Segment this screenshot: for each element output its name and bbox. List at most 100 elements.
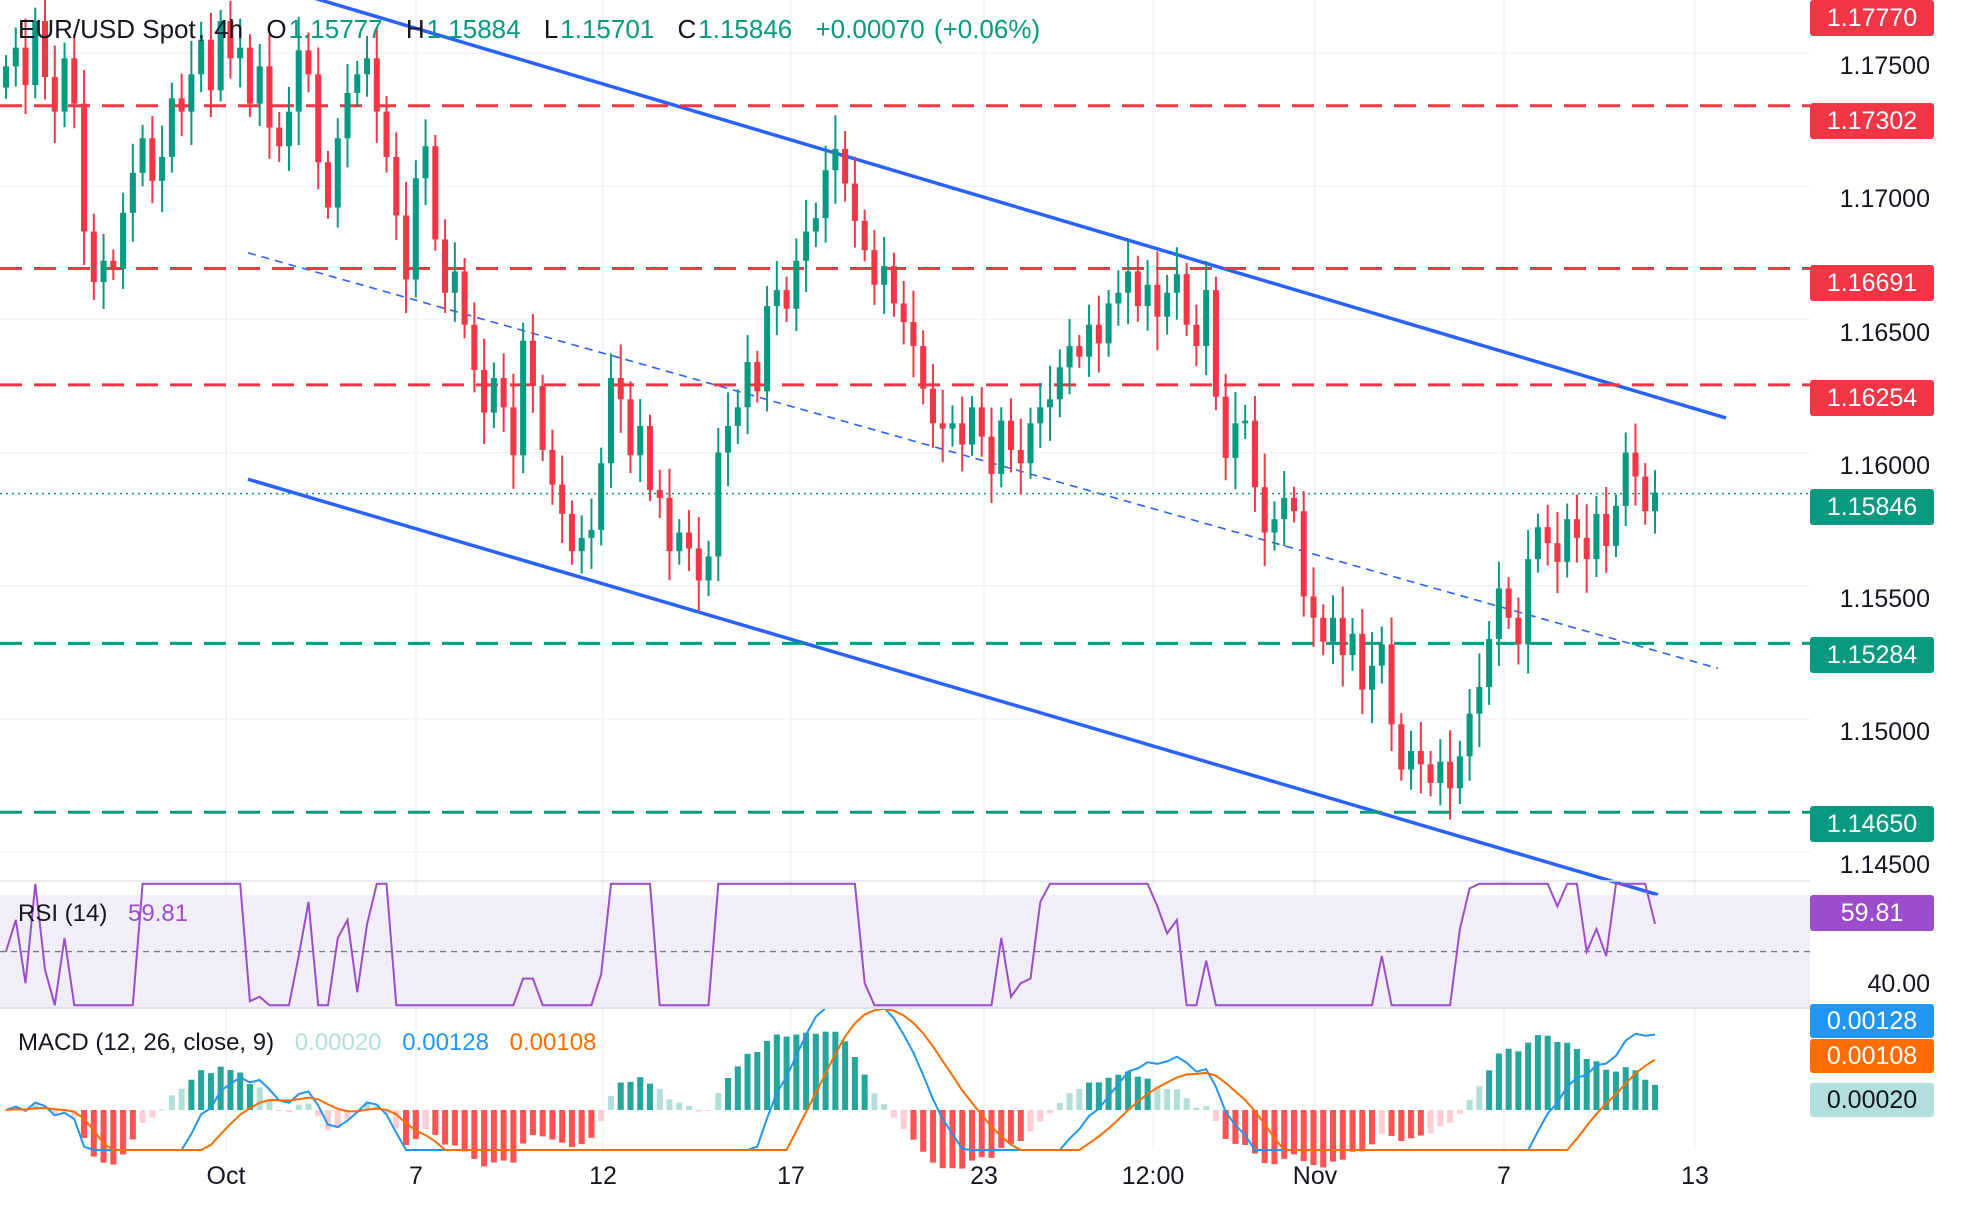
- candle-body: [939, 423, 946, 429]
- macd-label: MACD (12, 26, close, 9): [18, 1029, 275, 1056]
- candle-body: [1554, 543, 1561, 562]
- macd-histogram-bar: [1017, 1110, 1024, 1141]
- candle-body: [110, 260, 117, 269]
- candle-body: [481, 370, 488, 413]
- time-tick: 7: [1497, 1162, 1511, 1190]
- candle-body: [139, 138, 146, 173]
- macd-histogram-bar: [598, 1110, 605, 1122]
- candle-body: [1251, 420, 1258, 488]
- price-tick: 1.16500: [1839, 319, 1930, 347]
- candle-body: [725, 425, 732, 453]
- candle-body: [510, 407, 517, 456]
- macd-histogram-bar: [305, 1103, 312, 1110]
- candle-body: [178, 98, 185, 112]
- candle-body: [1203, 290, 1210, 347]
- macd-histogram-bar: [1320, 1110, 1327, 1168]
- candle-body: [90, 231, 97, 283]
- macd-histogram-bar: [363, 1102, 371, 1110]
- candle-body: [61, 58, 68, 112]
- current-price-tag: 1.15846: [1810, 489, 1934, 525]
- macd-histogram-bar: [139, 1110, 146, 1123]
- macd-histogram-bar: [734, 1066, 741, 1110]
- macd-histogram-bar: [764, 1040, 771, 1110]
- macd-histogram-bar: [871, 1093, 878, 1110]
- level-tag-resistance: 1.16691: [1810, 265, 1934, 301]
- macd-histogram-bar: [1583, 1059, 1590, 1110]
- time-tick: 23: [970, 1162, 998, 1190]
- rsi-header[interactable]: RSI (14) 59.81: [18, 900, 188, 928]
- candle-body: [1593, 513, 1600, 560]
- macd-histogram-bar: [939, 1110, 946, 1169]
- candle-body: [1047, 399, 1054, 408]
- candle-body: [1525, 559, 1532, 645]
- macd-histogram-bar: [129, 1110, 136, 1140]
- macd-histogram-bar: [1261, 1110, 1268, 1164]
- candle-body: [1261, 487, 1268, 533]
- macd-histogram-bar: [1027, 1110, 1034, 1132]
- candle-body: [1534, 527, 1541, 560]
- macd-histogram-bar: [978, 1110, 985, 1158]
- candle-body: [851, 183, 858, 221]
- macd-histogram-bar: [559, 1110, 566, 1143]
- candle-body: [403, 215, 410, 280]
- macd-histogram-bar: [315, 1110, 322, 1117]
- rsi-value-tag: 59.81: [1810, 895, 1934, 931]
- candle-body: [1476, 687, 1483, 714]
- candle-body: [529, 340, 536, 386]
- time-tick: 7: [409, 1162, 423, 1190]
- macd-histogram-bar: [266, 1099, 273, 1110]
- candle-body: [1417, 750, 1424, 765]
- macd-histogram-bar: [237, 1072, 244, 1110]
- candle-body: [1212, 290, 1219, 397]
- candle-body: [1456, 756, 1463, 789]
- candle-body: [334, 138, 341, 208]
- macd-histogram-bar: [920, 1110, 927, 1152]
- candle-body: [1290, 497, 1298, 512]
- macd-histogram-bar: [549, 1110, 556, 1140]
- macd-histogram-bar: [471, 1110, 478, 1159]
- macd-histogram-bar: [1398, 1110, 1405, 1141]
- candle-body: [1398, 724, 1405, 770]
- macd-histogram-bar: [1447, 1110, 1454, 1123]
- candle-body: [149, 138, 156, 181]
- candle-body: [1349, 633, 1356, 656]
- macd-histogram-bar: [500, 1110, 507, 1161]
- candle-body: [715, 452, 722, 557]
- interval-label[interactable]: 4h: [214, 14, 244, 44]
- candle-body: [285, 111, 292, 147]
- candle-body: [1173, 274, 1180, 293]
- macd-histogram-bar: [1612, 1071, 1619, 1110]
- symbol-name[interactable]: EUR/USD Spot: [18, 14, 196, 44]
- macd-histogram-bar: [666, 1099, 673, 1110]
- macd-histogram-bar: [1544, 1035, 1551, 1110]
- time-tick: Oct: [206, 1162, 246, 1190]
- macd-histogram-bar: [149, 1110, 156, 1118]
- macd-histogram-bar: [1632, 1070, 1639, 1110]
- candle-body: [1300, 511, 1307, 597]
- macd-histogram-bar: [285, 1110, 292, 1113]
- macd-histogram-bar: [1339, 1110, 1346, 1160]
- candle-body: [344, 92, 351, 139]
- candle-body: [42, 21, 49, 77]
- candle-body: [422, 146, 429, 179]
- candle-body: [1378, 644, 1385, 666]
- candle-body: [1115, 292, 1122, 304]
- candle-body: [617, 378, 624, 400]
- macd-histogram-bar: [168, 1095, 175, 1110]
- macd-header[interactable]: MACD (12, 26, close, 9) 0.00020 0.00128 …: [18, 1029, 596, 1057]
- candle-body: [978, 407, 985, 437]
- candle-body: [324, 162, 332, 208]
- candle-body: [461, 271, 468, 325]
- candle-body: [442, 239, 449, 293]
- candle-body: [1388, 644, 1395, 725]
- macd-histogram-bar: [295, 1104, 302, 1110]
- macd-histogram-value: 0.00020: [294, 1029, 382, 1056]
- time-tick: 13: [1681, 1162, 1709, 1190]
- rsi-tick: 40.00: [1867, 970, 1930, 998]
- candle-body: [832, 148, 839, 171]
- candle-body: [588, 529, 595, 538]
- candle-body: [393, 156, 400, 216]
- low-label: L: [543, 14, 559, 44]
- macd-histogram-bar: [1564, 1042, 1571, 1110]
